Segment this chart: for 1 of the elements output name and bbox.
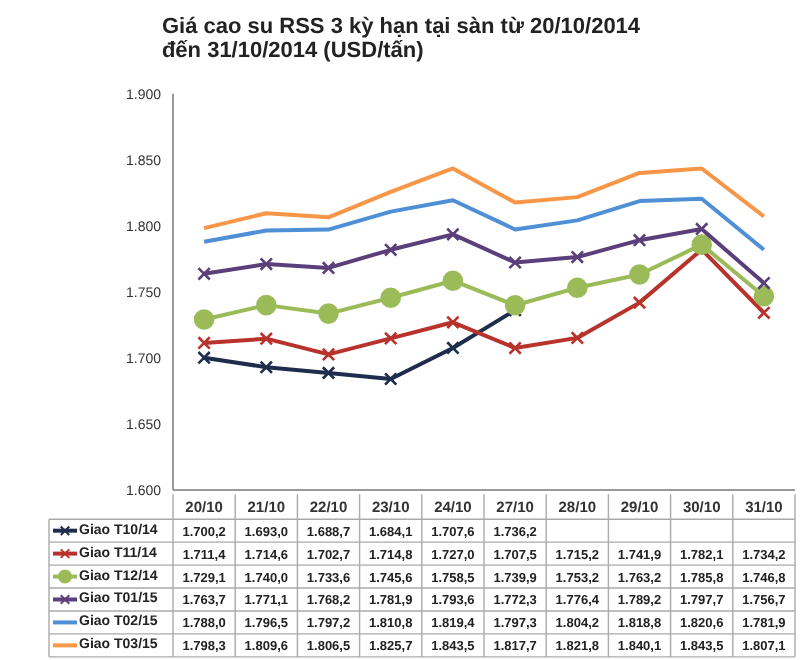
chart-title: Giá cao su RSS 3 kỳ hạn tại sàn từ 20/10/2014 đến 31/10/2014 (USD/tấn) xyxy=(161,15,642,63)
